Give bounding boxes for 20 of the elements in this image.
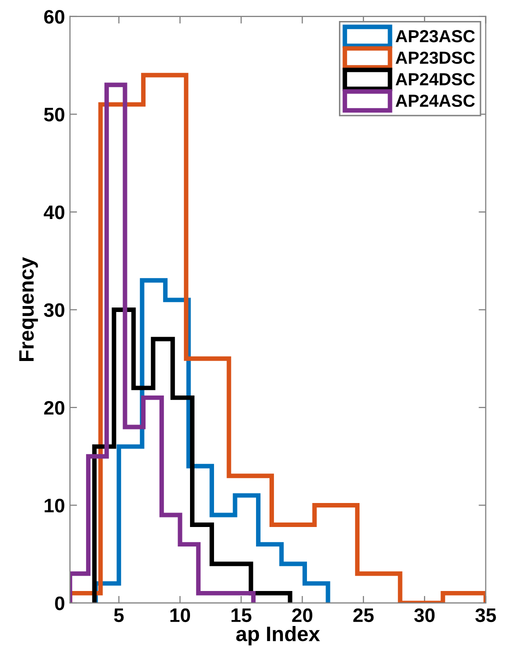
- x-axis-title: ap Index: [236, 626, 320, 646]
- y-tick-label: 20: [44, 400, 64, 415]
- y-tick-label: 10: [44, 498, 64, 512]
- y-tick-label: 60: [44, 10, 64, 24]
- x-tick-label: 10: [170, 608, 190, 622]
- x-tick-label: 15: [232, 608, 252, 622]
- y-tick-label: 40: [44, 205, 64, 220]
- legend-label: AP23ASC: [396, 30, 475, 42]
- x-tick-label: 30: [414, 608, 435, 622]
- x-tick-label: 5: [114, 608, 124, 622]
- y-tick-label: 30: [44, 303, 64, 317]
- legend-label: AP24ASC: [396, 94, 475, 107]
- legend-label: AP24DSC: [396, 73, 475, 86]
- x-tick-label: 35: [475, 608, 496, 622]
- x-tick-label: 25: [353, 608, 374, 622]
- x-tick-label: 20: [292, 608, 312, 622]
- legend-label: AP23DSC: [396, 52, 475, 64]
- y-tick-label: 0: [55, 596, 64, 610]
- y-tick-label: 50: [44, 108, 64, 122]
- y-axis-title: Frequency: [19, 257, 38, 362]
